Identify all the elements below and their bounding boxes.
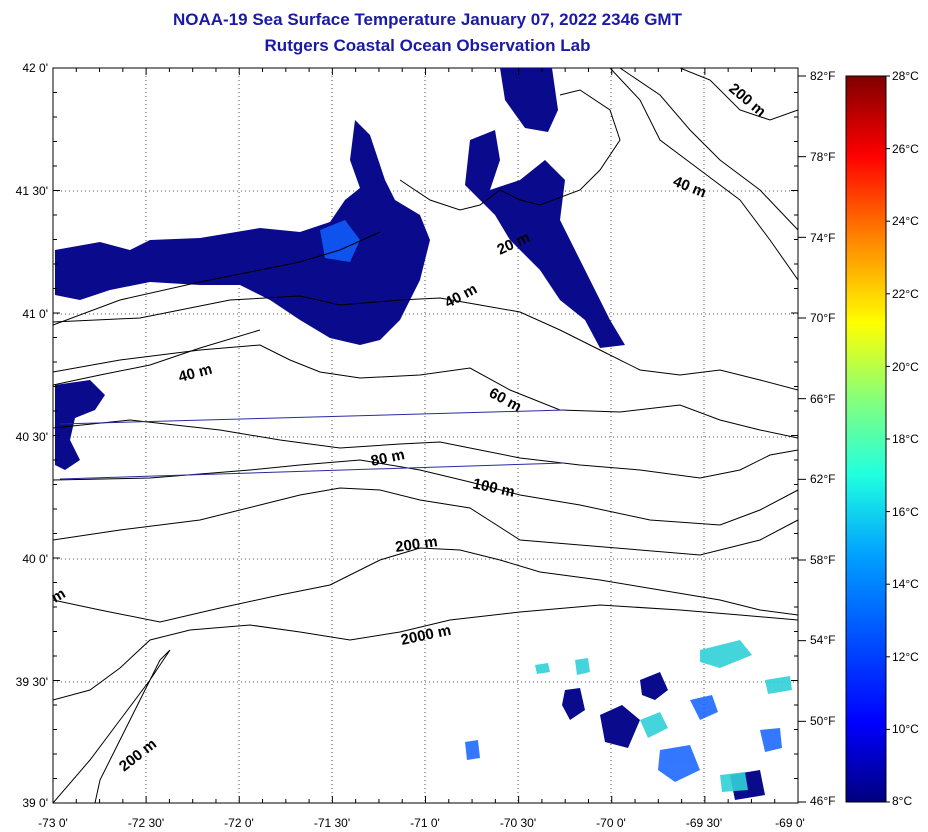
fahrenheit-label: 50°F (810, 714, 835, 728)
lat-label: 41 30' (16, 184, 48, 198)
celsius-label: 16°C (892, 505, 919, 519)
celsius-label: 22°C (892, 287, 919, 301)
fahrenheit-label: 82°F (810, 69, 835, 83)
lon-label: -69 0' (775, 816, 805, 830)
bathymetry-contours (53, 68, 798, 803)
fahrenheit-scale: 82°F 78°F 74°F 70°F 66°F 62°F 58°F 54°F … (810, 69, 835, 808)
contour-label: 200 m (394, 533, 438, 556)
lat-label: 41 0' (22, 307, 48, 321)
colorbar-ticks (886, 75, 890, 803)
celsius-label: 10°C (892, 722, 919, 736)
fahrenheit-label: 62°F (810, 472, 835, 486)
lon-label: -70 30' (500, 816, 536, 830)
celsius-label: 12°C (892, 650, 919, 664)
axis-ticks (52, 67, 806, 804)
transect-lines (59, 409, 566, 480)
graticule (53, 68, 798, 803)
fahrenheit-label: 58°F (810, 553, 835, 567)
fahrenheit-label: 46°F (810, 794, 835, 808)
fahrenheit-label: 66°F (810, 392, 835, 406)
contour-label: 80 m (369, 446, 406, 470)
celsius-label: 20°C (892, 360, 919, 374)
lat-label: 39 0' (22, 796, 48, 810)
celsius-label: 14°C (892, 577, 919, 591)
temperature-colorbar (845, 75, 887, 803)
celsius-label: 26°C (892, 142, 919, 156)
lat-label: 40 0' (22, 552, 48, 566)
lat-label: 39 30' (16, 675, 48, 689)
lon-label: -73 0' (38, 816, 68, 830)
fahrenheit-label: 54°F (810, 633, 835, 647)
lon-label: -71 30' (314, 816, 350, 830)
longitude-labels: -73 0' -72 30' -72 0' -71 30' -71 0' -70… (38, 816, 805, 830)
fahrenheit-label: 74°F (810, 231, 835, 245)
celsius-label: 24°C (892, 214, 919, 228)
latitude-labels: 42 0' 41 30' 41 0' 40 30' 40 0' 39 30' 3… (16, 61, 48, 810)
mid-water-patches (320, 220, 782, 782)
fahrenheit-label: 78°F (810, 150, 835, 164)
lon-label: -70 0' (596, 816, 626, 830)
chart-title: NOAA-19 Sea Surface Temperature January … (173, 10, 682, 29)
warm-water-patches (535, 640, 792, 792)
sst-data-layer (55, 68, 792, 800)
lon-label: -72 30' (128, 816, 164, 830)
celsius-label: 8°C (892, 794, 912, 808)
lon-label: -71 0' (410, 816, 440, 830)
celsius-label: 18°C (892, 432, 919, 446)
lat-label: 42 0' (22, 61, 48, 75)
lon-label: -72 0' (224, 816, 254, 830)
lat-label: 40 30' (16, 430, 48, 444)
celsius-label: 28°C (892, 69, 919, 83)
lon-label: -69 30' (686, 816, 722, 830)
fahrenheit-label: 70°F (810, 311, 835, 325)
chart-subtitle: Rutgers Coastal Ocean Observation Lab (264, 36, 591, 55)
celsius-scale: 28°C 26°C 24°C 22°C 20°C 18°C 16°C 14°C … (892, 69, 919, 808)
cold-water-patches (55, 68, 765, 800)
